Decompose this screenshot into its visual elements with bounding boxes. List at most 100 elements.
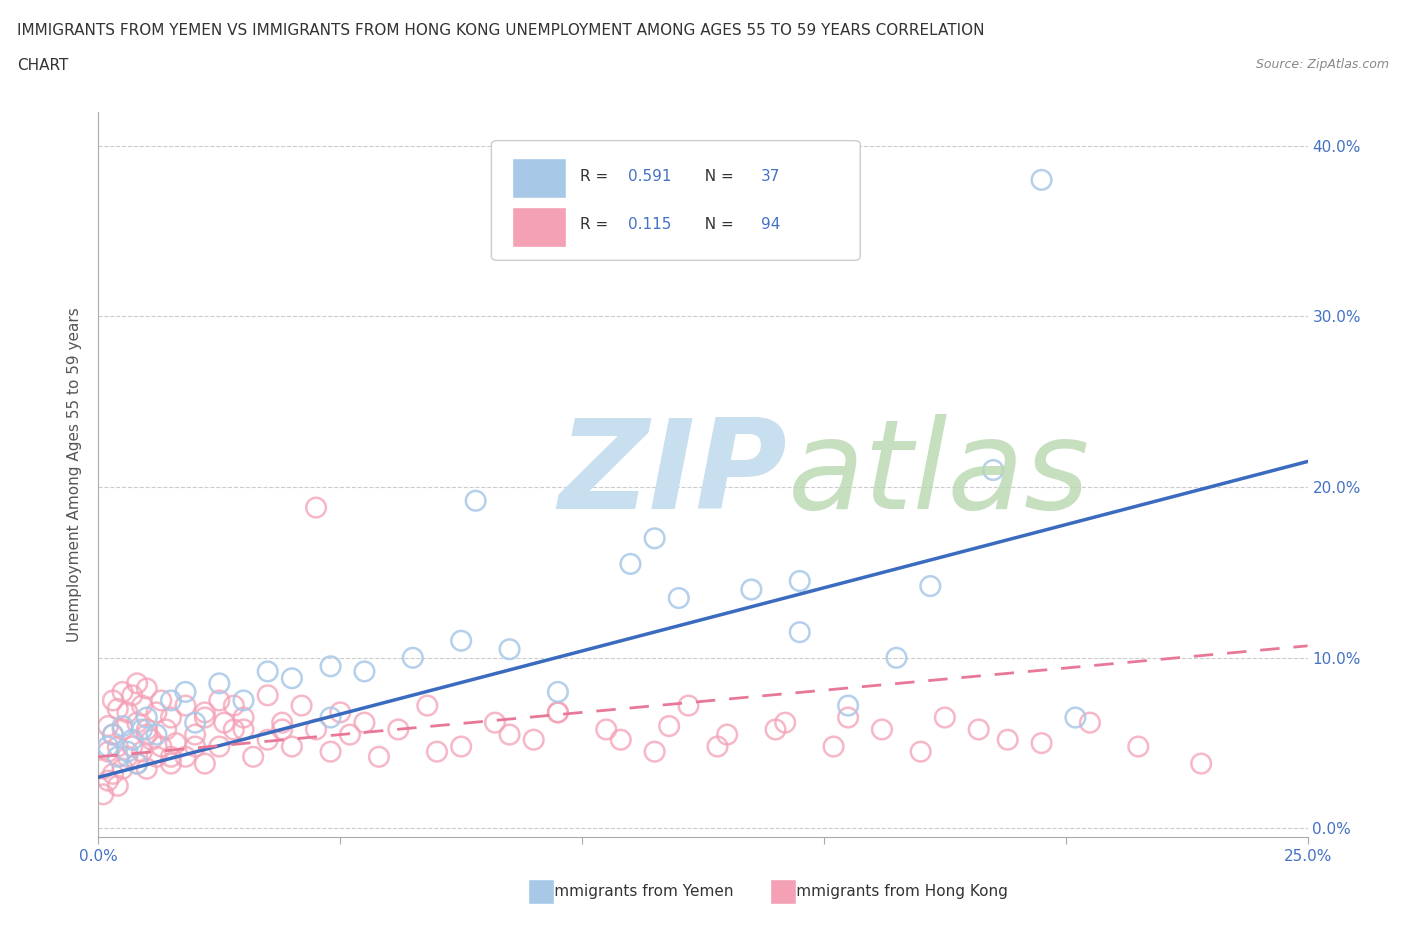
Point — [194, 705, 217, 720]
Point — [271, 722, 294, 737]
Point — [101, 727, 124, 742]
Point — [319, 711, 342, 725]
Point — [450, 739, 472, 754]
Point — [668, 591, 690, 605]
Point — [135, 681, 157, 696]
Point — [135, 711, 157, 725]
Point — [135, 762, 157, 777]
Point — [706, 739, 728, 754]
Point — [547, 705, 569, 720]
Point — [256, 732, 278, 747]
Point — [121, 688, 143, 703]
Point — [967, 722, 990, 737]
Point — [111, 719, 134, 734]
Point — [194, 756, 217, 771]
Point — [160, 750, 183, 764]
Point — [107, 739, 129, 754]
Point — [91, 787, 114, 802]
Point — [145, 750, 167, 764]
Point — [101, 693, 124, 708]
Point — [97, 773, 120, 788]
Point — [319, 658, 342, 673]
Point — [339, 727, 361, 742]
Point — [222, 722, 245, 737]
Point — [184, 727, 207, 742]
Point — [184, 739, 207, 754]
Point — [174, 750, 197, 764]
Point — [145, 727, 167, 742]
Point — [97, 744, 120, 759]
Text: CHART: CHART — [17, 58, 69, 73]
Point — [160, 756, 183, 771]
Text: atlas: atlas — [787, 414, 1090, 535]
Point — [740, 582, 762, 597]
Point — [131, 722, 153, 737]
Point — [716, 727, 738, 742]
Point — [222, 698, 245, 713]
Text: 94: 94 — [761, 218, 780, 232]
Point — [547, 705, 569, 720]
Point — [111, 722, 134, 737]
Point — [773, 715, 796, 730]
Point — [368, 750, 391, 764]
Point — [212, 715, 235, 730]
Point — [870, 722, 893, 737]
Point — [150, 739, 173, 754]
Point — [1128, 739, 1150, 754]
Point — [789, 625, 811, 640]
Y-axis label: Unemployment Among Ages 55 to 59 years: Unemployment Among Ages 55 to 59 years — [67, 307, 83, 642]
Point — [184, 715, 207, 730]
Point — [117, 750, 139, 764]
Point — [127, 676, 149, 691]
Point — [271, 715, 294, 730]
Point — [353, 664, 375, 679]
Point — [305, 722, 328, 737]
Text: Immigrants from Hong Kong: Immigrants from Hong Kong — [782, 884, 1008, 899]
Text: 37: 37 — [761, 169, 780, 184]
Point — [484, 715, 506, 730]
Point — [1031, 172, 1053, 187]
Point — [127, 756, 149, 771]
Point — [160, 693, 183, 708]
Point — [135, 727, 157, 742]
Text: R =: R = — [579, 218, 613, 232]
Point — [208, 739, 231, 754]
Point — [1064, 711, 1087, 725]
Point — [232, 693, 254, 708]
Point — [290, 698, 312, 713]
FancyBboxPatch shape — [769, 879, 796, 904]
Point — [547, 684, 569, 699]
Text: R =: R = — [579, 169, 613, 184]
Point — [101, 766, 124, 781]
Point — [426, 744, 449, 759]
Point — [121, 732, 143, 747]
FancyBboxPatch shape — [512, 206, 567, 246]
Point — [174, 698, 197, 713]
Point — [232, 722, 254, 737]
Point — [619, 556, 641, 571]
Point — [281, 739, 304, 754]
Point — [256, 688, 278, 703]
Point — [131, 698, 153, 713]
Point — [165, 736, 187, 751]
Point — [644, 744, 666, 759]
Point — [789, 574, 811, 589]
Text: 0.115: 0.115 — [628, 218, 672, 232]
Text: 0.591: 0.591 — [628, 169, 672, 184]
Point — [242, 750, 264, 764]
Point — [97, 719, 120, 734]
Point — [208, 693, 231, 708]
Point — [145, 705, 167, 720]
Point — [595, 722, 617, 737]
Point — [353, 715, 375, 730]
Point — [837, 711, 859, 725]
Point — [644, 531, 666, 546]
Point — [131, 744, 153, 759]
Point — [305, 500, 328, 515]
Point — [107, 750, 129, 764]
Point — [402, 650, 425, 665]
Point — [823, 739, 845, 754]
Point — [111, 762, 134, 777]
Point — [155, 722, 177, 737]
Text: Immigrants from Yemen: Immigrants from Yemen — [540, 884, 734, 899]
